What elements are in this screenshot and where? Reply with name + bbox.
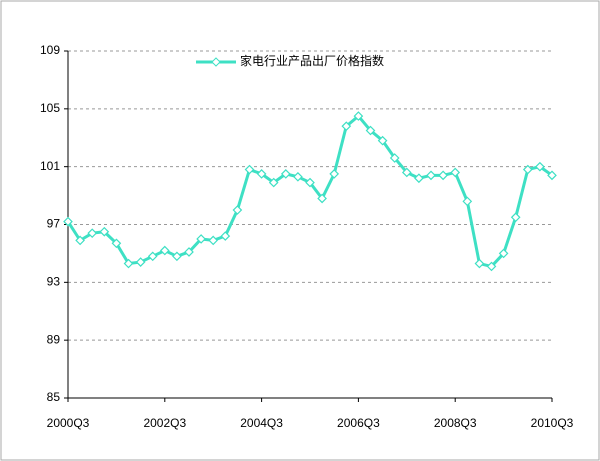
x-tick-label: 2004Q3 [240, 416, 283, 430]
y-tick-label: 85 [47, 390, 61, 404]
y-tick-label: 89 [47, 332, 61, 346]
chart: 85 89 93 97 101 105 109 2000Q3 2002Q3 2004Q3 2006Q… [0, 0, 600, 461]
y-tick-label: 109 [40, 43, 60, 57]
legend-label: 家电行业产品出厂价格指数 [240, 53, 384, 68]
x-tick-label: 2008Q3 [434, 416, 477, 430]
y-tick-label: 93 [47, 275, 61, 289]
x-tick-label: 2000Q3 [47, 416, 90, 430]
y-tick-label: 101 [40, 159, 60, 173]
x-tick-label: 2006Q3 [337, 416, 380, 430]
x-tick-label: 2010Q3 [531, 416, 574, 430]
y-tick-label: 97 [47, 217, 61, 231]
x-tick-label: 2002Q3 [143, 416, 186, 430]
y-tick-label: 105 [40, 101, 60, 115]
